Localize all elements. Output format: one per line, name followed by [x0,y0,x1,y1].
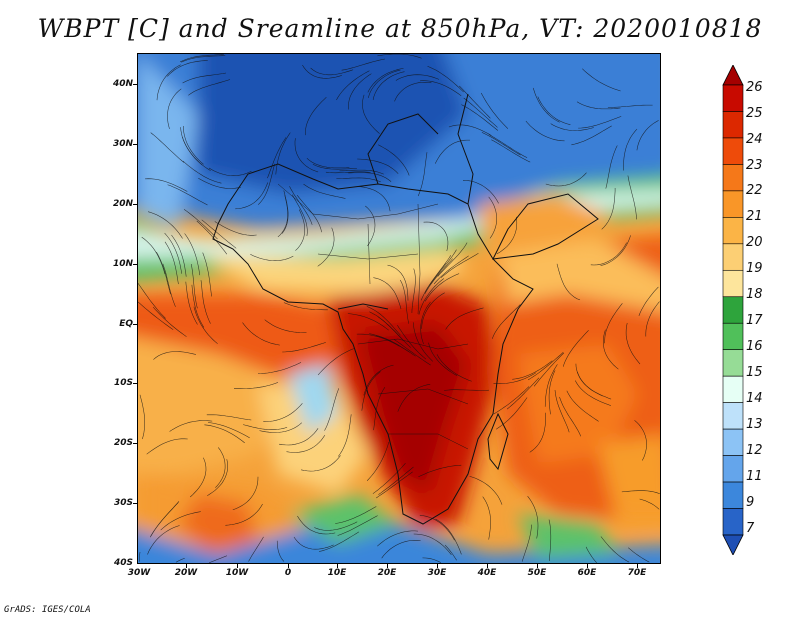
wbpt-field-map [138,54,660,563]
colorbar-label: 9 [746,495,755,510]
colorbar-swatch [722,481,744,509]
lat-label: 20N [112,199,133,209]
colorbar-swatch [722,217,744,245]
colorbar-swatch [722,64,744,86]
colorbar-label: 25 [746,106,763,121]
colorbar-swatch [722,243,744,271]
colorbar-label: 22 [746,183,763,198]
border-lines [277,183,469,450]
lon-label: 60E [577,568,597,578]
colorbar-swatch [722,322,744,351]
streamlines-overlay [138,54,660,563]
lon-label: 20E [377,568,397,578]
colorbar-label: 14 [746,391,763,406]
coastline-overlay [212,93,599,525]
colorbar-label: 23 [746,158,763,173]
colorbar-label: 12 [746,443,763,458]
colorbar-swatch [722,534,744,556]
colorbar-swatch [722,349,744,377]
lon-label: 30W [127,568,151,578]
lon-label: 30E [427,568,447,578]
colorbar [722,64,744,556]
lat-label: 10S [113,378,133,388]
lat-label: 30N [112,139,133,149]
chart-title: WBPT [C] and Sreamline at 850hPa, VT: 20… [37,14,763,43]
colorbar-swatch [722,269,744,298]
colorbar-label: 7 [746,521,755,536]
lat-label: 20S [113,438,133,448]
lat-label: 40N [112,79,133,89]
colorbar-swatch [722,84,744,112]
lat-label: 30S [113,498,133,508]
colorbar-label: 21 [746,209,763,224]
lon-label: 10E [327,568,347,578]
lon-label: 70E [627,568,647,578]
colorbar-label: 15 [746,365,763,380]
lat-label: 10N [112,259,133,269]
colorbar-label: 26 [746,80,763,95]
lon-label: 40E [477,568,497,578]
colorbar-swatch [722,137,744,165]
colorbar-label: 16 [746,339,763,354]
lon-label: 0 [284,568,292,578]
colorbar-swatch [722,296,744,324]
colorbar-swatch [722,428,744,456]
credit-text: GrADS: IGES/COLA [4,605,91,615]
lon-label: 20W [174,568,198,578]
colorbar-swatch [722,455,744,483]
colorbar-label: 24 [746,132,763,147]
colorbar-label: 19 [746,261,763,276]
colorbar-label: 13 [746,417,763,432]
lon-label: 10W [225,568,249,578]
colorbar-label: 11 [746,469,763,484]
colorbar-swatch [722,111,744,139]
colorbar-swatch [722,164,744,192]
colorbar-label: 18 [746,287,763,302]
lon-label: 50E [527,568,547,578]
map-panel [137,53,661,564]
colorbar-label: 20 [746,235,763,250]
colorbar-swatch [722,190,744,218]
lat-label: 40S [113,558,133,568]
colorbar-swatches [722,64,744,556]
colorbar-swatch [722,375,744,403]
colorbar-swatch [722,402,744,430]
colorbar-swatch [722,508,744,536]
colorbar-label: 17 [746,313,763,328]
lat-label: EQ [119,319,133,329]
